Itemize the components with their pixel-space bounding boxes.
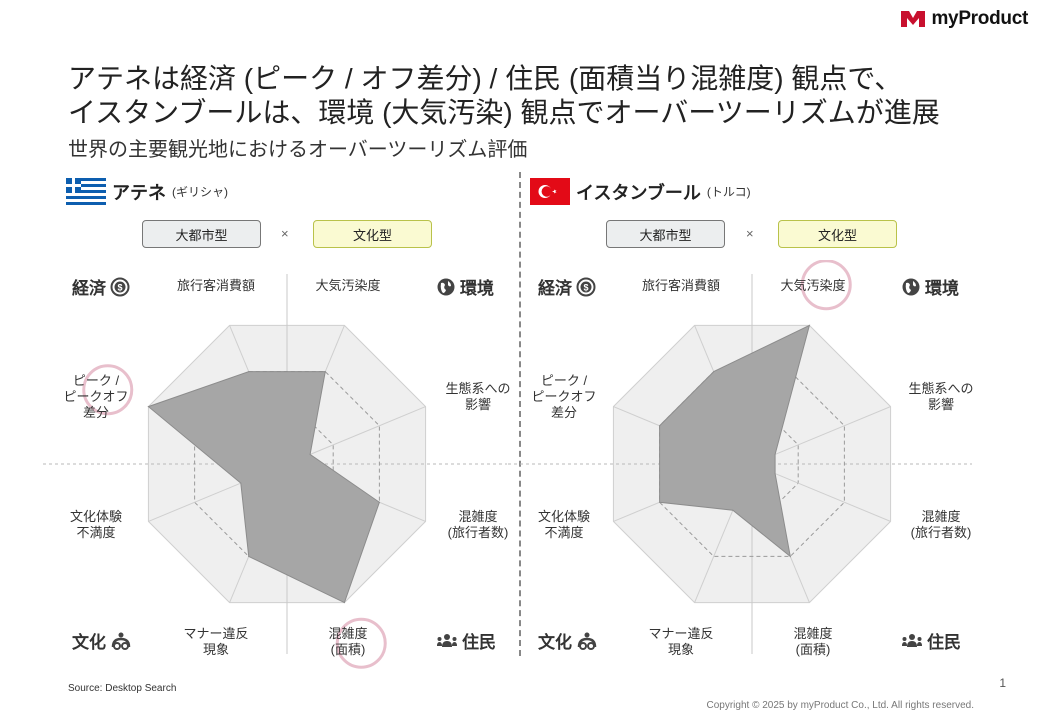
category-label: 住民 [927,633,961,652]
axis-label-manners: マナー違反 現象 [183,626,249,657]
panel-header-athens: アテネ (ギリシャ) [66,178,228,205]
culture-icon [577,632,597,650]
tag-times: × [281,226,289,241]
category-residents: 住民 [901,628,961,653]
category-culture: 文化 [538,628,598,653]
radar-chart-istanbul [505,260,972,654]
axis-label-manners: マナー違反 現象 [648,626,714,657]
radar-data-point [248,371,250,373]
globe-icon [437,278,455,295]
category-culture: 文化 [72,628,132,653]
coin-icon: $ [576,277,596,296]
axis-label-crowd-visitors: 混雑度 (旅行者数) [910,509,972,540]
globe-icon [902,278,920,295]
greece-flag-icon [66,178,106,205]
culture-icon [111,632,131,650]
title-line-1: アテネは経済 (ピーク / オフ差分) / 住民 (面積当り混雑度) 観点で、 [68,63,903,94]
turkey-flag-icon [530,178,570,205]
radar-data-point [774,473,776,475]
residents-icon [437,633,457,647]
radar-data-point [324,371,326,373]
axis-label-culture-dissat: 文化体験 不満度 [69,509,123,540]
radar-data-point [789,555,791,557]
tag-culture-type: 文化型 [313,220,432,248]
category-label: 環境 [925,279,959,298]
page-title: アテネは経済 (ピーク / オフ差分) / 住民 (面積当り混雑度) 観点で、 … [68,62,940,130]
axis-label-culture-dissat: 文化体験 不満度 [537,509,591,540]
category-residents: 住民 [436,628,496,653]
tag-times: × [746,226,754,241]
panel-header-istanbul: イスタンブール (トルコ) [530,178,751,205]
tag-culture-type: 文化型 [778,220,897,248]
category-label: 文化 [72,633,106,652]
radar-data-point [713,371,715,373]
axis-label-air: 大気汚染度 [315,278,381,293]
axis-label-spend: 旅行客消費額 [176,278,256,293]
svg-text:$: $ [117,282,122,292]
page-subtitle: 世界の主要観光地におけるオーバーツーリズム評価 [68,139,528,161]
radar-data-point [309,453,311,455]
brand-name: myProduct [931,8,1028,29]
radar-data-point [659,501,661,503]
radar-chart-athens [40,274,507,669]
source-note: Source: Desktop Search [68,683,177,694]
axis-label-crowd-area: 混雑度 (面積) [793,626,833,657]
brand-mark-icon [901,11,926,27]
radar-data-point [147,406,149,408]
brand-logo: myProduct [899,8,1028,30]
radar-data-point [808,324,810,326]
radar-data-point [659,425,661,427]
axis-label-crowd-visitors: 混雑度 (旅行者数) [447,509,509,540]
highlight-circle [800,260,852,311]
category-environment: 環境 [901,274,959,299]
axis-label-spend: 旅行客消費額 [641,278,721,293]
radar-data-point [343,602,345,604]
tag-city-type: 大都市型 [606,220,725,248]
axis-label-peak-off: ピーク / ピークオフ 差分 [531,373,597,420]
radar-data-point [248,555,250,557]
category-label: 住民 [462,633,496,652]
country-name: (ギリシャ) [172,185,228,199]
radar-data-point [378,501,380,503]
radar-data-point [774,453,776,455]
svg-text:$: $ [583,282,588,292]
axis-label-eco: 生態系への 影響 [908,381,974,412]
category-economy: 経済 $ [538,274,596,299]
axis-label-crowd-area: 混雑度 (面積) [328,626,368,657]
city-name: アテネ [112,182,166,203]
axis-label-eco: 生態系への 影響 [445,381,511,412]
highlight-circle [82,364,134,416]
residents-icon [902,633,922,647]
tag-city-type: 大都市型 [142,220,261,248]
category-label: 環境 [460,279,494,298]
category-economy: 経済 $ [72,274,130,299]
highlight-circle [335,617,387,669]
coin-icon: $ [110,277,130,296]
panel-divider [519,172,521,656]
axis-label-air: 大気汚染度 [780,278,846,293]
category-label: 経済 [72,279,106,298]
category-label: 経済 [538,279,572,298]
title-line-2: イスタンブールは、環境 (大気汚染) 観点でオーバーツーリズムが進展 [68,97,940,128]
page-number: 1 [999,676,1006,690]
country-name: (トルコ) [706,185,751,199]
city-name: イスタンブール [576,182,701,203]
category-label: 文化 [538,633,572,652]
copyright: Copyright © 2025 by myProduct Co., Ltd. … [706,700,975,711]
axis-label-peak-off: ピーク / ピークオフ 差分 [63,373,129,420]
category-environment: 環境 [436,274,494,299]
radar-data-point [732,509,734,511]
radar-data-point [240,482,242,484]
